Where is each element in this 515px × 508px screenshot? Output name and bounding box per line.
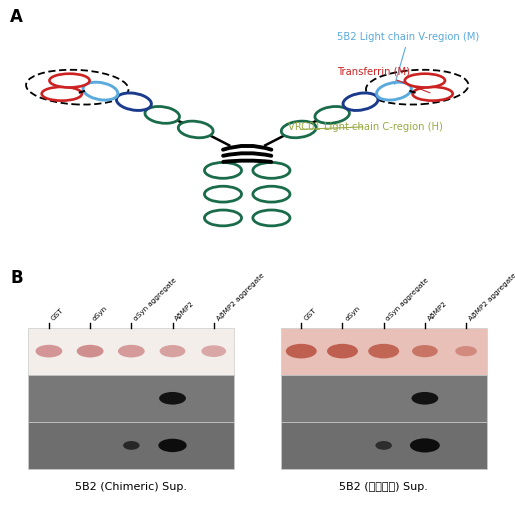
- Ellipse shape: [455, 346, 477, 356]
- Text: AβMP2 aggregate: AβMP2 aggregate: [215, 272, 265, 322]
- Ellipse shape: [178, 121, 213, 138]
- Text: B: B: [10, 269, 23, 287]
- Ellipse shape: [159, 392, 186, 404]
- Text: αSyn aggregate: αSyn aggregate: [385, 277, 431, 322]
- Text: αSyn: αSyn: [92, 305, 109, 322]
- Ellipse shape: [42, 87, 82, 101]
- Ellipse shape: [253, 186, 290, 202]
- Ellipse shape: [405, 74, 445, 87]
- Ellipse shape: [327, 344, 358, 359]
- Ellipse shape: [83, 82, 118, 100]
- Ellipse shape: [343, 93, 378, 110]
- Ellipse shape: [412, 345, 438, 357]
- Bar: [281, 375, 487, 422]
- Text: VRC01 Light chain C-region (H): VRC01 Light chain C-region (H): [288, 122, 443, 132]
- Ellipse shape: [204, 186, 242, 202]
- Text: AβMP2 aggregate: AβMP2 aggregate: [468, 272, 515, 322]
- Ellipse shape: [36, 345, 62, 358]
- Ellipse shape: [368, 344, 399, 359]
- Text: Transferrin (M): Transferrin (M): [337, 67, 430, 93]
- Text: A: A: [10, 8, 23, 26]
- Ellipse shape: [123, 441, 140, 450]
- Ellipse shape: [204, 210, 242, 226]
- Ellipse shape: [286, 344, 317, 359]
- Ellipse shape: [375, 441, 392, 450]
- Ellipse shape: [411, 392, 438, 404]
- Ellipse shape: [315, 107, 350, 123]
- Ellipse shape: [413, 87, 453, 101]
- Text: GST: GST: [50, 308, 65, 322]
- Ellipse shape: [118, 345, 145, 358]
- Bar: [281, 328, 487, 375]
- Ellipse shape: [253, 163, 290, 178]
- Ellipse shape: [145, 107, 180, 123]
- Ellipse shape: [253, 210, 290, 226]
- Ellipse shape: [159, 439, 187, 452]
- Ellipse shape: [410, 438, 440, 453]
- Text: AβMP2: AβMP2: [174, 300, 196, 322]
- Text: 5B2 (Chimeric) Sup.: 5B2 (Chimeric) Sup.: [75, 483, 187, 492]
- Bar: [281, 422, 487, 469]
- Ellipse shape: [204, 163, 242, 178]
- Text: αSyn: αSyn: [344, 305, 361, 322]
- Ellipse shape: [160, 345, 185, 357]
- Ellipse shape: [77, 345, 104, 358]
- Ellipse shape: [201, 345, 226, 357]
- Text: AβMP2: AβMP2: [426, 300, 448, 322]
- Text: GST: GST: [303, 308, 317, 322]
- Ellipse shape: [49, 74, 90, 87]
- Bar: [28, 375, 234, 422]
- Bar: [28, 422, 234, 469]
- Ellipse shape: [376, 82, 411, 100]
- Bar: [28, 328, 234, 375]
- Text: αSyn aggregate: αSyn aggregate: [133, 277, 178, 322]
- Text: 5B2 Light chain V-region (M): 5B2 Light chain V-region (M): [337, 32, 479, 84]
- Text: 5B2 (이중항체) Sup.: 5B2 (이중항체) Sup.: [339, 483, 428, 492]
- Ellipse shape: [116, 93, 151, 110]
- Ellipse shape: [281, 121, 316, 138]
